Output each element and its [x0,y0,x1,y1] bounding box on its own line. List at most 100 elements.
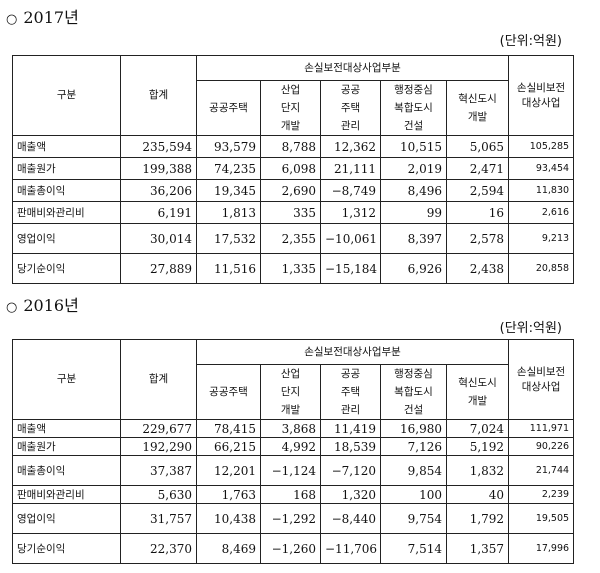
cell-total: 229,677 [120,419,197,438]
cell-public-housing-mgmt: 1,320 [320,485,381,504]
cell-innovation-city: 2,594 [445,179,510,202]
header-innovation-city: 혁신도시 개발 [445,364,510,420]
cell-public-housing-mgmt: −10,061 [320,223,381,254]
cell-admin-city: 16,980 [380,419,447,438]
cell-total: 5,630 [120,485,197,504]
cell-total: 27,889 [120,253,197,284]
header-group: 손실보전대상사업부분 [195,339,510,365]
cell-admin-city: 9,854 [380,455,447,486]
cell-admin-city: 2,019 [380,157,447,180]
cell-total: 235,594 [120,135,197,158]
cell-public-housing: 10,438 [196,503,261,534]
cell-industrial: 168 [260,485,321,504]
cell-non-compensated: 19,505 [508,503,575,534]
cell-innovation-city: 1,792 [445,503,510,534]
table-row: 영업이익 31,757 10,438 −1,292 −8,440 9,754 1… [12,503,575,534]
header-industrial: 산업 단지 개발 [260,364,321,420]
cell-total: 22,370 [120,533,197,564]
row-label: 영업이익 [12,223,121,254]
cell-admin-city: 6,926 [380,253,447,284]
cell-non-compensated: 21,744 [508,455,575,486]
table-row: 매출총이익 37,387 12,201 −1,124 −7,120 9,854 … [12,455,575,486]
cell-industrial: 2,690 [260,179,321,202]
cell-public-housing-mgmt: 1,312 [320,201,381,224]
header-category: 구분 [12,55,121,136]
cell-public-housing: 8,469 [196,533,261,564]
table-row: 매출총이익 36,206 19,345 2,690 −8,749 8,496 2… [12,179,575,202]
row-label: 매출총이익 [12,455,121,486]
header-public-housing: 공공주택 [196,80,261,136]
cell-public-housing-mgmt: 18,539 [320,437,381,456]
cell-non-compensated: 90,226 [508,437,575,456]
cell-non-compensated: 2,239 [508,485,575,504]
table-row: 당기순이익 27,889 11,516 1,335 −15,184 6,926 … [12,253,575,284]
cell-admin-city: 100 [380,485,447,504]
cell-industrial: 1,335 [260,253,321,284]
cell-public-housing: 74,235 [196,157,261,180]
cell-industrial: 335 [260,201,321,224]
table-row: 매출원가 199,388 74,235 6,098 21,111 2,019 2… [12,157,575,180]
cell-public-housing-mgmt: 12,362 [320,135,381,158]
cell-admin-city: 9,754 [380,503,447,534]
cell-total: 192,290 [120,437,197,456]
cell-total: 37,387 [120,455,197,486]
cell-non-compensated: 11,830 [508,179,575,202]
cell-total: 36,206 [120,179,197,202]
financial-table-2016: 구분 합계 손실보전대상사업부분 손실비보전 대상사업 공공주택 산업 단지 개… [12,339,575,564]
bullet-icon: ○ [6,300,18,315]
cell-non-compensated: 111,971 [508,419,575,438]
header-innovation-city: 혁신도시 개발 [445,80,510,136]
cell-public-housing-mgmt: −7,120 [320,455,381,486]
cell-public-housing: 1,763 [196,485,261,504]
year-title: ○ 2017년 [6,8,79,30]
cell-admin-city: 99 [380,201,447,224]
cell-non-compensated: 105,285 [508,135,575,158]
header-public-housing: 공공주택 [196,364,261,420]
cell-total: 199,388 [120,157,197,180]
header-non-compensated: 손실비보전 대상사업 [508,339,575,420]
row-label: 판매비와관리비 [12,201,121,224]
header-public-housing-mgmt: 공공 주택 관리 [320,80,381,136]
cell-innovation-city: 7,024 [445,419,510,438]
row-label: 매출원가 [12,157,121,180]
table-row: 영업이익 30,014 17,532 2,355 −10,061 8,397 2… [12,223,575,254]
year-title: ○ 2016년 [6,296,79,318]
cell-innovation-city: 16 [445,201,510,224]
cell-non-compensated: 9,213 [508,223,575,254]
row-label: 당기순이익 [12,253,121,284]
table-row: 매출액 235,594 93,579 8,788 12,362 10,515 5… [12,135,575,158]
cell-public-housing-mgmt: 21,111 [320,157,381,180]
cell-innovation-city: 1,832 [445,455,510,486]
cell-innovation-city: 2,438 [445,253,510,284]
table-row: 판매비와관리비 5,630 1,763 168 1,320 100 40 2,2… [12,485,575,504]
cell-innovation-city: 1,357 [445,533,510,564]
row-label: 당기순이익 [12,533,121,564]
cell-non-compensated: 93,454 [508,157,575,180]
cell-public-housing-mgmt: −11,706 [320,533,381,564]
cell-public-housing: 78,415 [196,419,261,438]
cell-industrial: −1,292 [260,503,321,534]
cell-industrial: 8,788 [260,135,321,158]
header-admin-city: 행정중심 복합도시 건설 [380,364,447,420]
cell-industrial: 3,868 [260,419,321,438]
header-group: 손실보전대상사업부분 [195,55,510,81]
table-row: 매출원가 192,290 66,215 4,992 18,539 7,126 5… [12,437,575,456]
cell-public-housing: 66,215 [196,437,261,456]
cell-public-housing: 17,532 [196,223,261,254]
row-label: 매출총이익 [12,179,121,202]
row-label: 판매비와관리비 [12,485,121,504]
unit-label: (단위:억원) [499,321,562,336]
cell-industrial: −1,124 [260,455,321,486]
table-row: 판매비와관리비 6,191 1,813 335 1,312 99 16 2,61… [12,201,575,224]
year-title-text: 2017년 [23,8,79,27]
cell-total: 6,191 [120,201,197,224]
cell-non-compensated: 2,616 [508,201,575,224]
cell-innovation-city: 5,065 [445,135,510,158]
cell-public-housing-mgmt: −8,749 [320,179,381,202]
cell-public-housing: 19,345 [196,179,261,202]
table-row: 당기순이익 22,370 8,469 −1,260 −11,706 7,514 … [12,533,575,564]
bullet-icon: ○ [6,12,18,27]
cell-public-housing-mgmt: −8,440 [320,503,381,534]
cell-public-housing-mgmt: −15,184 [320,253,381,284]
cell-non-compensated: 20,858 [508,253,575,284]
